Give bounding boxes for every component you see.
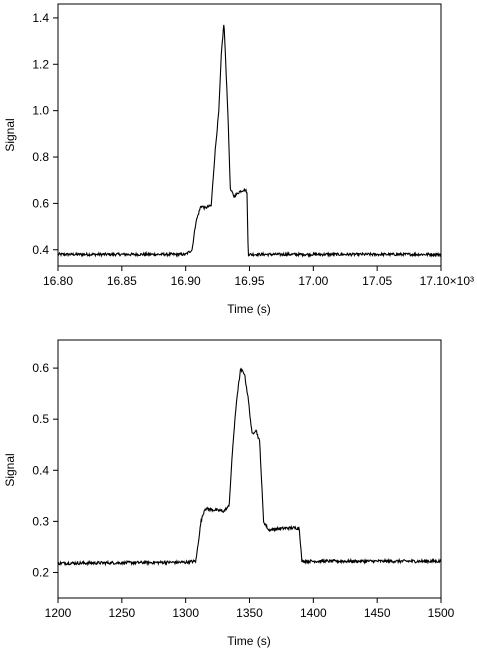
y-tick-label: 0.6 [32, 196, 49, 210]
x-tick-label: 1450 [364, 606, 391, 620]
chart-top: 16.80 16.85 16.90 16.95 17.00 17.05 17.10×10³ 0… [3, 3, 474, 316]
y-tick-label: 0.5 [32, 412, 49, 426]
y-axis-title: Signal [3, 453, 17, 486]
y-tick-label: 1.4 [32, 11, 49, 25]
series-layer [57, 367, 442, 567]
chart-bottom: 1200 1250 1300 1350 1400 1450 1500 0.2 0.3 0.4 0.5… [3, 339, 455, 648]
y-tick-label: 0.4 [32, 463, 49, 477]
x-tick-label: 17.05 [362, 274, 392, 288]
x-axis-title: Time (s) [227, 634, 271, 648]
x-tick-label: 1250 [108, 606, 135, 620]
x-tick-label: 1500 [428, 606, 455, 620]
x-tick-label: 16.85 [107, 274, 137, 288]
y-tick-label: 0.8 [32, 150, 49, 164]
y-tick-label: 0.6 [32, 361, 49, 375]
plot-frame [57, 339, 442, 599]
series-line [57, 367, 442, 567]
x-tick-label: 1300 [172, 606, 199, 620]
tick-marks [53, 17, 442, 271]
x-tick-label: 1350 [236, 606, 263, 620]
y-tick-label: 0.2 [32, 565, 49, 579]
x-axis-title: Time (s) [227, 302, 271, 316]
x-tick-label: 1400 [300, 606, 327, 620]
series-line [57, 24, 442, 258]
y-tick-label: 1.2 [32, 57, 49, 71]
x-tick-label: 17.00 [298, 274, 328, 288]
y-tick-label: 0.4 [32, 243, 49, 257]
tick-labels: 16.80 16.85 16.90 16.95 17.00 17.05 17.10×10³ 0… [32, 11, 474, 288]
y-axis-title: Signal [3, 118, 17, 151]
series-layer [57, 24, 442, 258]
plot-frame [57, 3, 442, 267]
x-tick-label: 16.80 [43, 274, 73, 288]
y-tick-label: 0.3 [32, 514, 49, 528]
x-tick-label: 16.95 [234, 274, 264, 288]
tick-labels: 1200 1250 1300 1350 1400 1450 1500 0.2 0.3 0.4 0.5… [32, 361, 454, 620]
x-tick-label: 16.90 [171, 274, 201, 288]
x-tick-label: 1200 [45, 606, 72, 620]
y-tick-label: 1.0 [32, 104, 49, 118]
tick-marks [53, 367, 442, 603]
x-tick-label: 17.10×10³ [420, 274, 474, 288]
